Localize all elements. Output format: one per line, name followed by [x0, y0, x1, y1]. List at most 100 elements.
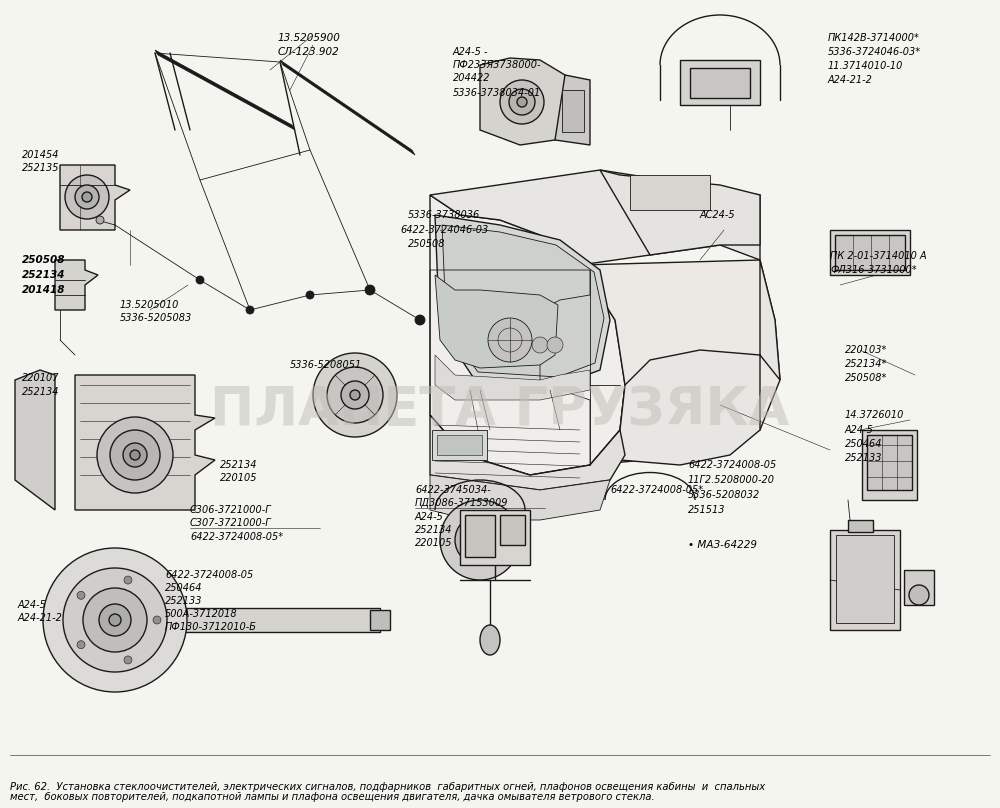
Circle shape: [547, 337, 563, 353]
Bar: [848, 520, 873, 532]
Text: ПК 2-01-3714010 А: ПК 2-01-3714010 А: [830, 251, 927, 261]
Circle shape: [455, 515, 505, 565]
Text: 252134*: 252134*: [845, 359, 887, 369]
Text: 5336-5205083: 5336-5205083: [120, 313, 192, 323]
Circle shape: [341, 381, 369, 409]
Circle shape: [99, 604, 131, 636]
Text: А24-5: А24-5: [18, 600, 47, 610]
Text: 220105: 220105: [220, 473, 258, 483]
Text: Рис. 62.  Установка стеклоочистителей, электрических сигналов, подфарников  габа: Рис. 62. Установка стеклоочистителей, эл…: [10, 782, 765, 792]
Text: 220107: 220107: [22, 373, 60, 383]
Text: 5336-5208032: 5336-5208032: [688, 490, 760, 500]
Polygon shape: [185, 608, 380, 632]
Text: 251513: 251513: [688, 505, 726, 515]
Text: 252134: 252134: [220, 460, 258, 470]
Text: 6422-3724008-05: 6422-3724008-05: [688, 460, 776, 470]
Polygon shape: [480, 58, 570, 145]
Polygon shape: [600, 170, 760, 255]
Text: 13.5205900: 13.5205900: [278, 33, 341, 43]
Text: 252135: 252135: [22, 163, 60, 173]
Circle shape: [500, 80, 544, 124]
Circle shape: [110, 430, 160, 480]
Polygon shape: [442, 225, 604, 377]
Text: 6422-3745034-: 6422-3745034-: [415, 485, 491, 495]
Text: ПК142В-3714000*: ПК142В-3714000*: [828, 33, 920, 43]
Polygon shape: [435, 215, 610, 385]
Circle shape: [83, 588, 147, 652]
Text: мест,  боковых повторителей, подкапотной лампы и плафона освещения двигателя, да: мест, боковых повторителей, подкапотной …: [10, 792, 655, 802]
Bar: [830, 530, 900, 630]
Text: А24-5: А24-5: [415, 512, 444, 522]
Circle shape: [306, 291, 314, 299]
Text: 252134: 252134: [415, 525, 452, 535]
Circle shape: [509, 89, 535, 115]
Bar: [437, 435, 482, 455]
Circle shape: [327, 367, 383, 423]
Circle shape: [123, 443, 147, 467]
Text: 201454: 201454: [22, 150, 60, 160]
Bar: [836, 535, 894, 623]
Polygon shape: [75, 375, 215, 510]
Text: ПФ233Я3738000-: ПФ233Я3738000-: [453, 60, 542, 70]
Circle shape: [124, 576, 132, 584]
Text: 252133: 252133: [845, 453, 883, 463]
Text: • МАЗ-64229: • МАЗ-64229: [688, 540, 757, 550]
Bar: [830, 230, 910, 275]
Text: 14.3726010: 14.3726010: [845, 410, 904, 420]
Bar: [867, 435, 912, 490]
Text: 220103*: 220103*: [845, 345, 887, 355]
Text: 13.5205010: 13.5205010: [120, 300, 179, 310]
Bar: [432, 430, 487, 460]
Text: А24-21-2: А24-21-2: [18, 613, 63, 623]
Bar: [460, 510, 530, 565]
Text: 250464: 250464: [165, 583, 202, 593]
Polygon shape: [435, 355, 590, 400]
Text: 252134: 252134: [22, 387, 60, 397]
Text: 5336-3724046-03*: 5336-3724046-03*: [828, 47, 921, 57]
Polygon shape: [60, 165, 130, 230]
Polygon shape: [430, 475, 610, 520]
Text: ПФ130-3712010-Б: ПФ130-3712010-Б: [165, 622, 257, 632]
Circle shape: [488, 318, 532, 362]
Text: 204422: 204422: [453, 73, 490, 83]
Text: 250508: 250508: [22, 255, 66, 265]
Circle shape: [77, 641, 85, 649]
Circle shape: [246, 306, 254, 314]
Bar: [862, 430, 917, 500]
Text: ФЛ316-3731000*: ФЛ316-3731000*: [830, 265, 917, 275]
Circle shape: [63, 568, 167, 672]
Polygon shape: [620, 260, 780, 465]
Circle shape: [109, 614, 121, 626]
Polygon shape: [555, 75, 590, 145]
Polygon shape: [430, 195, 625, 475]
Bar: [904, 570, 934, 605]
Polygon shape: [580, 260, 780, 465]
Circle shape: [517, 97, 527, 107]
Circle shape: [130, 450, 140, 460]
Circle shape: [65, 175, 109, 219]
Circle shape: [440, 500, 520, 580]
Text: 6422-3724046-03: 6422-3724046-03: [400, 225, 488, 235]
Text: 6422-3724008-05*: 6422-3724008-05*: [610, 485, 703, 495]
Circle shape: [532, 337, 548, 353]
Text: СЛ-123.902: СЛ-123.902: [278, 47, 340, 57]
Text: С306-3721000-Г: С306-3721000-Г: [190, 505, 272, 515]
Circle shape: [43, 548, 187, 692]
Circle shape: [196, 276, 204, 284]
Bar: [562, 90, 584, 132]
Bar: [370, 610, 390, 630]
Text: 11Г2.5208000-20: 11Г2.5208000-20: [688, 475, 775, 485]
Text: А24-5: А24-5: [845, 425, 874, 435]
Circle shape: [470, 530, 490, 550]
Circle shape: [82, 192, 92, 202]
Bar: [500, 515, 525, 545]
Text: 252134: 252134: [22, 270, 66, 280]
Text: 220105: 220105: [415, 538, 452, 548]
Circle shape: [77, 591, 85, 600]
Text: АС24-5: АС24-5: [700, 210, 736, 220]
Polygon shape: [435, 275, 558, 368]
Text: С307-3721000-Г: С307-3721000-Г: [190, 518, 272, 528]
Text: А24-5 -: А24-5 -: [453, 47, 488, 57]
Text: 252133: 252133: [165, 596, 202, 606]
Circle shape: [153, 616, 161, 624]
